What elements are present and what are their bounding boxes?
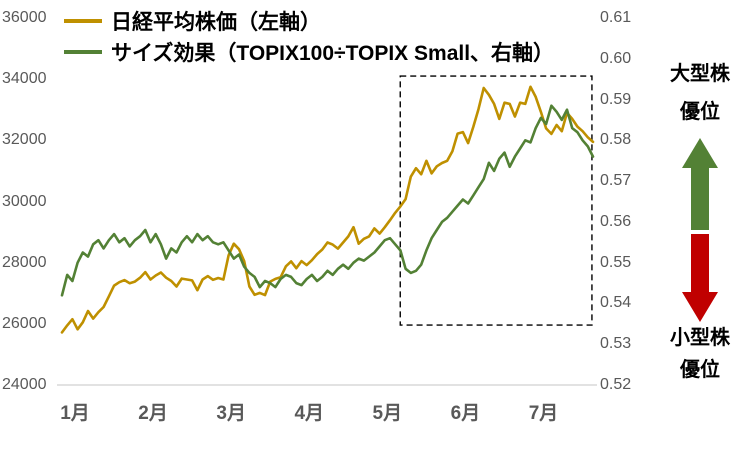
right-axis-tick-0.61: 0.61 [600,9,632,26]
right-axis-tick-0.58: 0.58 [600,131,632,149]
x-axis-tick-4: 4月 [294,403,325,424]
right-axis-tick-0.55: 0.55 [600,253,632,271]
down-arrow-icon [682,234,718,322]
size-effect-line [60,104,595,297]
up-arrow-shape [682,138,718,230]
left-axis-tick-36000: 36000 [2,9,47,26]
right-axis-tick-0.60: 0.60 [600,49,632,67]
up-arrow-icon [682,138,718,230]
x-axis-tick-6: 6月 [450,403,481,424]
right-axis-tick-0.52: 0.52 [600,376,632,393]
large-cap-label-line1: 大型株 [670,63,730,85]
left-axis-tick-34000: 34000 [2,70,47,88]
right-axis-tick-0.57: 0.57 [600,172,632,190]
down-arrow-shape [682,234,718,322]
small-cap-label-line1: 小型株 [670,327,730,349]
nikkei-line-swatch [64,18,102,23]
size-effect-line-swatch [64,49,102,54]
right-axis-tick-0.56: 0.56 [600,212,632,230]
legend-label-nikkei: 日経平均株価（左軸） [111,10,321,34]
x-axis-tick-5: 5月 [372,403,403,424]
x-axis-tick-7: 7月 [528,403,559,424]
right-axis-tick-0.53: 0.53 [600,335,632,353]
right-axis-tick-0.59: 0.59 [600,90,632,108]
x-axis-tick-2: 2月 [138,403,168,424]
legend-item-size-effect: サイズ効果（TOPIX100÷TOPIX Small、右軸） [64,36,554,67]
left-axis-tick-28000: 28000 [2,253,47,271]
chart-legend: 日経平均株価（左軸） サイズ効果（TOPIX100÷TOPIX Small、右軸… [64,5,554,67]
x-axis-tick-3: 3月 [216,403,246,424]
large-cap-label-line2: 優位 [680,101,720,123]
right-axis-tick-0.54: 0.54 [600,294,632,312]
legend-item-nikkei: 日経平均株価（左軸） [64,5,554,36]
left-axis-tick-30000: 30000 [2,192,47,210]
nikkei-price-line [60,85,595,334]
left-axis-tick-26000: 26000 [2,314,47,332]
left-axis-tick-32000: 32000 [2,131,47,149]
legend-label-size-effect: サイズ効果（TOPIX100÷TOPIX Small、右軸） [111,41,555,65]
highlight-box [399,75,593,326]
x-axis-tick-1: 1月 [60,403,90,424]
small-cap-label-line2: 優位 [680,359,720,381]
left-axis-tick-24000: 24000 [2,376,47,393]
